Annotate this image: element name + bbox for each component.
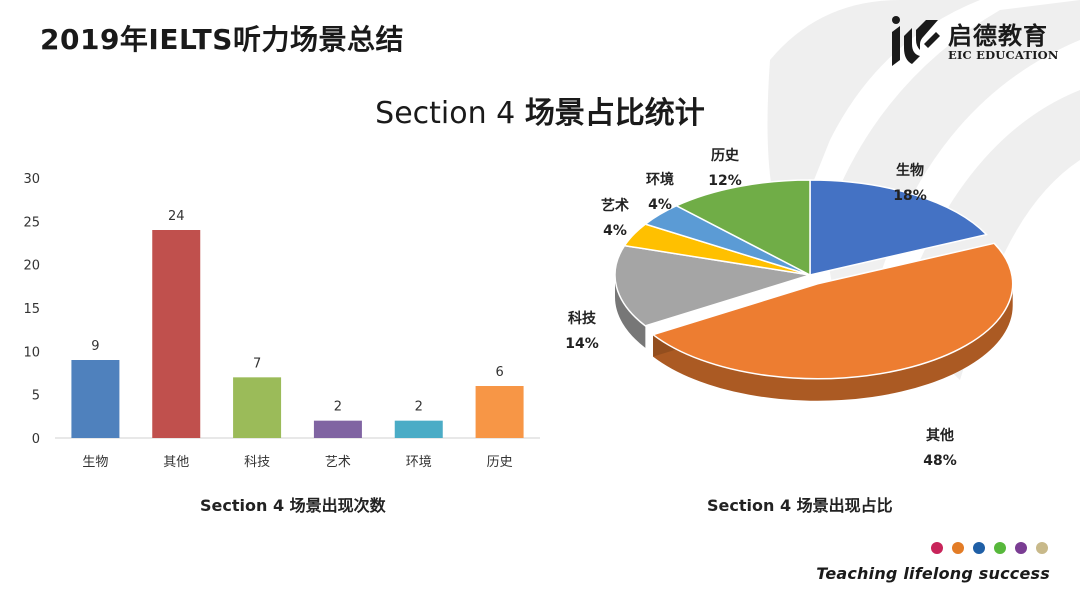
color-dot <box>931 542 943 554</box>
eic-logo: 启德教育 EIC EDUCATION <box>886 14 1059 70</box>
pie-slice-生物 <box>809 179 988 276</box>
slide-heading-suffix: 场景占比统计 <box>524 96 705 131</box>
pie-percent-label: 18% <box>893 188 927 204</box>
eic-logo-icon <box>892 16 940 66</box>
bar-艺术 <box>313 420 362 438</box>
pie-slice-历史 <box>674 179 811 277</box>
y-tick-label: 15 <box>23 302 40 317</box>
pie-category-label: 环境 <box>646 171 674 188</box>
slide-heading: Section 4 场景占比统计 <box>0 88 1080 132</box>
bar-生物 <box>71 360 120 438</box>
pie-category-label: 科技 <box>568 310 597 327</box>
bar-chart-caption: Section 4 场景出现次数 <box>200 496 386 515</box>
pie-chart-caption: Section 4 场景出现占比 <box>707 496 893 515</box>
pie-label-其他: 其他 48% <box>923 427 957 469</box>
color-dot <box>1036 542 1048 554</box>
bar-value-label: 24 <box>168 209 185 224</box>
y-tick-label: 20 <box>23 259 40 274</box>
x-tick-label: 艺术 <box>325 455 351 470</box>
pie-label-科技: 科技 14% <box>565 310 599 352</box>
color-dot <box>1015 542 1027 554</box>
color-dot <box>952 542 964 554</box>
bar-科技 <box>233 377 282 438</box>
x-tick-label: 历史 <box>487 455 513 470</box>
pie-percent-label: 14% <box>565 336 599 352</box>
pie-category-label: 历史 <box>711 148 740 164</box>
bar-value-label: 9 <box>91 339 99 354</box>
bar-其他 <box>152 230 201 438</box>
x-tick-label: 其他 <box>163 455 189 470</box>
pie-label-历史: 历史 12% <box>708 148 742 189</box>
pie-slice-科技 <box>614 244 811 327</box>
bar-环境 <box>394 420 443 438</box>
y-tick-label: 25 <box>23 215 40 230</box>
pie-label-艺术: 艺术 4% <box>601 197 629 239</box>
pie-percent-label: 12% <box>708 173 742 189</box>
pie-category-label: 其他 <box>926 427 954 444</box>
pie-label-生物: 生物 18% <box>893 162 927 204</box>
page-title: 2019年IELTS听力场景总结 <box>40 23 404 56</box>
bar-value-label: 6 <box>495 365 503 380</box>
bar-value-label: 2 <box>415 400 423 415</box>
y-tick-label: 0 <box>32 432 40 447</box>
y-tick-label: 10 <box>23 345 40 360</box>
pie-category-label: 生物 <box>896 162 924 179</box>
bar-chart: 0 5 10 15 20 25 30 9 生物 24 其他 7 科技 2 艺术 2 环境 6 历史 <box>23 172 540 470</box>
x-tick-label: 生物 <box>82 455 108 470</box>
slide-heading-prefix: Section 4 <box>375 96 516 131</box>
pie-wall-科技 <box>615 275 646 348</box>
x-tick-label: 科技 <box>244 455 270 470</box>
pie-percent-label: 4% <box>648 197 672 213</box>
pie-slice-其他 <box>651 242 1014 380</box>
pie-chart: 生物 18% 其他 48% 科技 14% 艺术 4% 环境 4% 历史 12% <box>565 148 1014 469</box>
y-tick-label: 30 <box>23 172 40 187</box>
bar-历史 <box>475 386 524 438</box>
bar-value-label: 2 <box>334 400 342 415</box>
tagline: Teaching lifelong success <box>816 564 1050 583</box>
logo-chinese-text: 启德教育 <box>948 22 1048 50</box>
color-dot <box>994 542 1006 554</box>
pie-category-label: 艺术 <box>601 197 629 214</box>
bar-value-label: 7 <box>253 356 261 371</box>
x-tick-label: 环境 <box>406 455 432 470</box>
logo-english-text: EIC EDUCATION <box>948 48 1059 62</box>
y-tick-label: 5 <box>32 389 40 404</box>
pie-percent-label: 4% <box>603 223 627 239</box>
color-dot <box>973 542 985 554</box>
pie-label-环境: 环境 4% <box>646 171 674 213</box>
pie-percent-label: 48% <box>923 453 957 469</box>
color-dots <box>931 542 1048 554</box>
